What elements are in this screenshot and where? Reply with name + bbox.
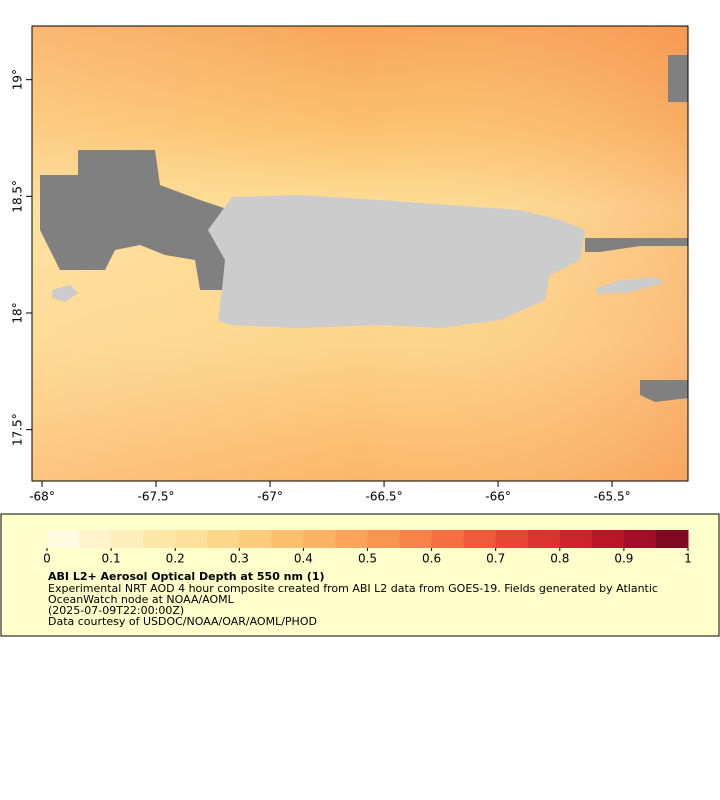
- y-tick-label: 19°: [11, 69, 25, 90]
- legend-title: ABI L2+ Aerosol Optical Depth at 550 nm …: [48, 570, 325, 583]
- x-tick-label: -67.5°: [138, 490, 175, 504]
- colorbar-tick-label: 0.4: [294, 552, 313, 566]
- colorbar-tick-label: 0.5: [358, 552, 377, 566]
- colorbar-tick-label: 0.6: [422, 552, 441, 566]
- colorbar-tick-label: 0.7: [486, 552, 505, 566]
- missing-data: [40, 150, 232, 290]
- x-tick-label: -67°: [257, 490, 283, 504]
- colorbar-swatch: [527, 530, 561, 548]
- map-frame: [31, 25, 689, 482]
- colorbar-tick-label: 0.1: [102, 552, 121, 566]
- colorbar-swatch: [431, 530, 465, 548]
- colorbar-swatch: [495, 530, 529, 548]
- land: [52, 285, 78, 302]
- colorbar-swatch: [303, 530, 336, 548]
- map-field: [31, 25, 689, 482]
- colorbar-swatch: [463, 530, 497, 548]
- colorbar-swatch: [335, 530, 368, 548]
- colorbar-swatch: [559, 530, 593, 548]
- colorbar-swatch: [239, 530, 272, 548]
- x-tick-label: -66.5°: [366, 490, 403, 504]
- colorbar-swatch: [367, 530, 401, 548]
- land: [208, 195, 585, 328]
- colorbar-tick-label: 0.3: [230, 552, 249, 566]
- colorbar-swatch: [111, 530, 144, 548]
- x-tick-label: -66°: [485, 490, 511, 504]
- missing-data: [640, 380, 688, 402]
- colorbar-swatch: [623, 530, 657, 548]
- legend-text: OceanWatch node at NOAA/AOML: [48, 593, 235, 606]
- colorbar-tick-label: 0.9: [614, 552, 633, 566]
- colorbar-swatch: [79, 530, 112, 548]
- colorbar-swatch: [207, 530, 240, 548]
- colorbar-swatch: [271, 530, 304, 548]
- legend-text: Data courtesy of USDOC/NOAA/OAR/AOML/PHO…: [48, 615, 317, 628]
- colorbar-swatch: [47, 530, 80, 548]
- colorbar-tick-label: 0.8: [550, 552, 569, 566]
- colorbar-swatch: [399, 530, 433, 548]
- legend-text: Experimental NRT AOD 4 hour composite cr…: [48, 582, 658, 595]
- colorbar-swatch: [143, 530, 176, 548]
- colorbar-swatch: [655, 530, 689, 548]
- x-tick-label: -65.5°: [594, 490, 631, 504]
- y-tick-label: 17.5°: [11, 413, 25, 446]
- missing-data: [585, 238, 688, 252]
- missing-data: [668, 55, 688, 102]
- y-tick-label: 18°: [11, 302, 25, 323]
- legend-text: (2025-07-09T22:00:00Z): [48, 604, 184, 617]
- colorbar-swatch: [591, 530, 625, 548]
- colorbar-tick-label: 0: [43, 552, 51, 566]
- colorbar-swatch: [175, 530, 208, 548]
- colorbar-tick-label: 1: [684, 552, 692, 566]
- y-tick-label: 18.5°: [11, 180, 25, 213]
- colorbar-tick-label: 0.2: [166, 552, 185, 566]
- x-tick-label: -68°: [29, 490, 55, 504]
- land: [596, 277, 664, 294]
